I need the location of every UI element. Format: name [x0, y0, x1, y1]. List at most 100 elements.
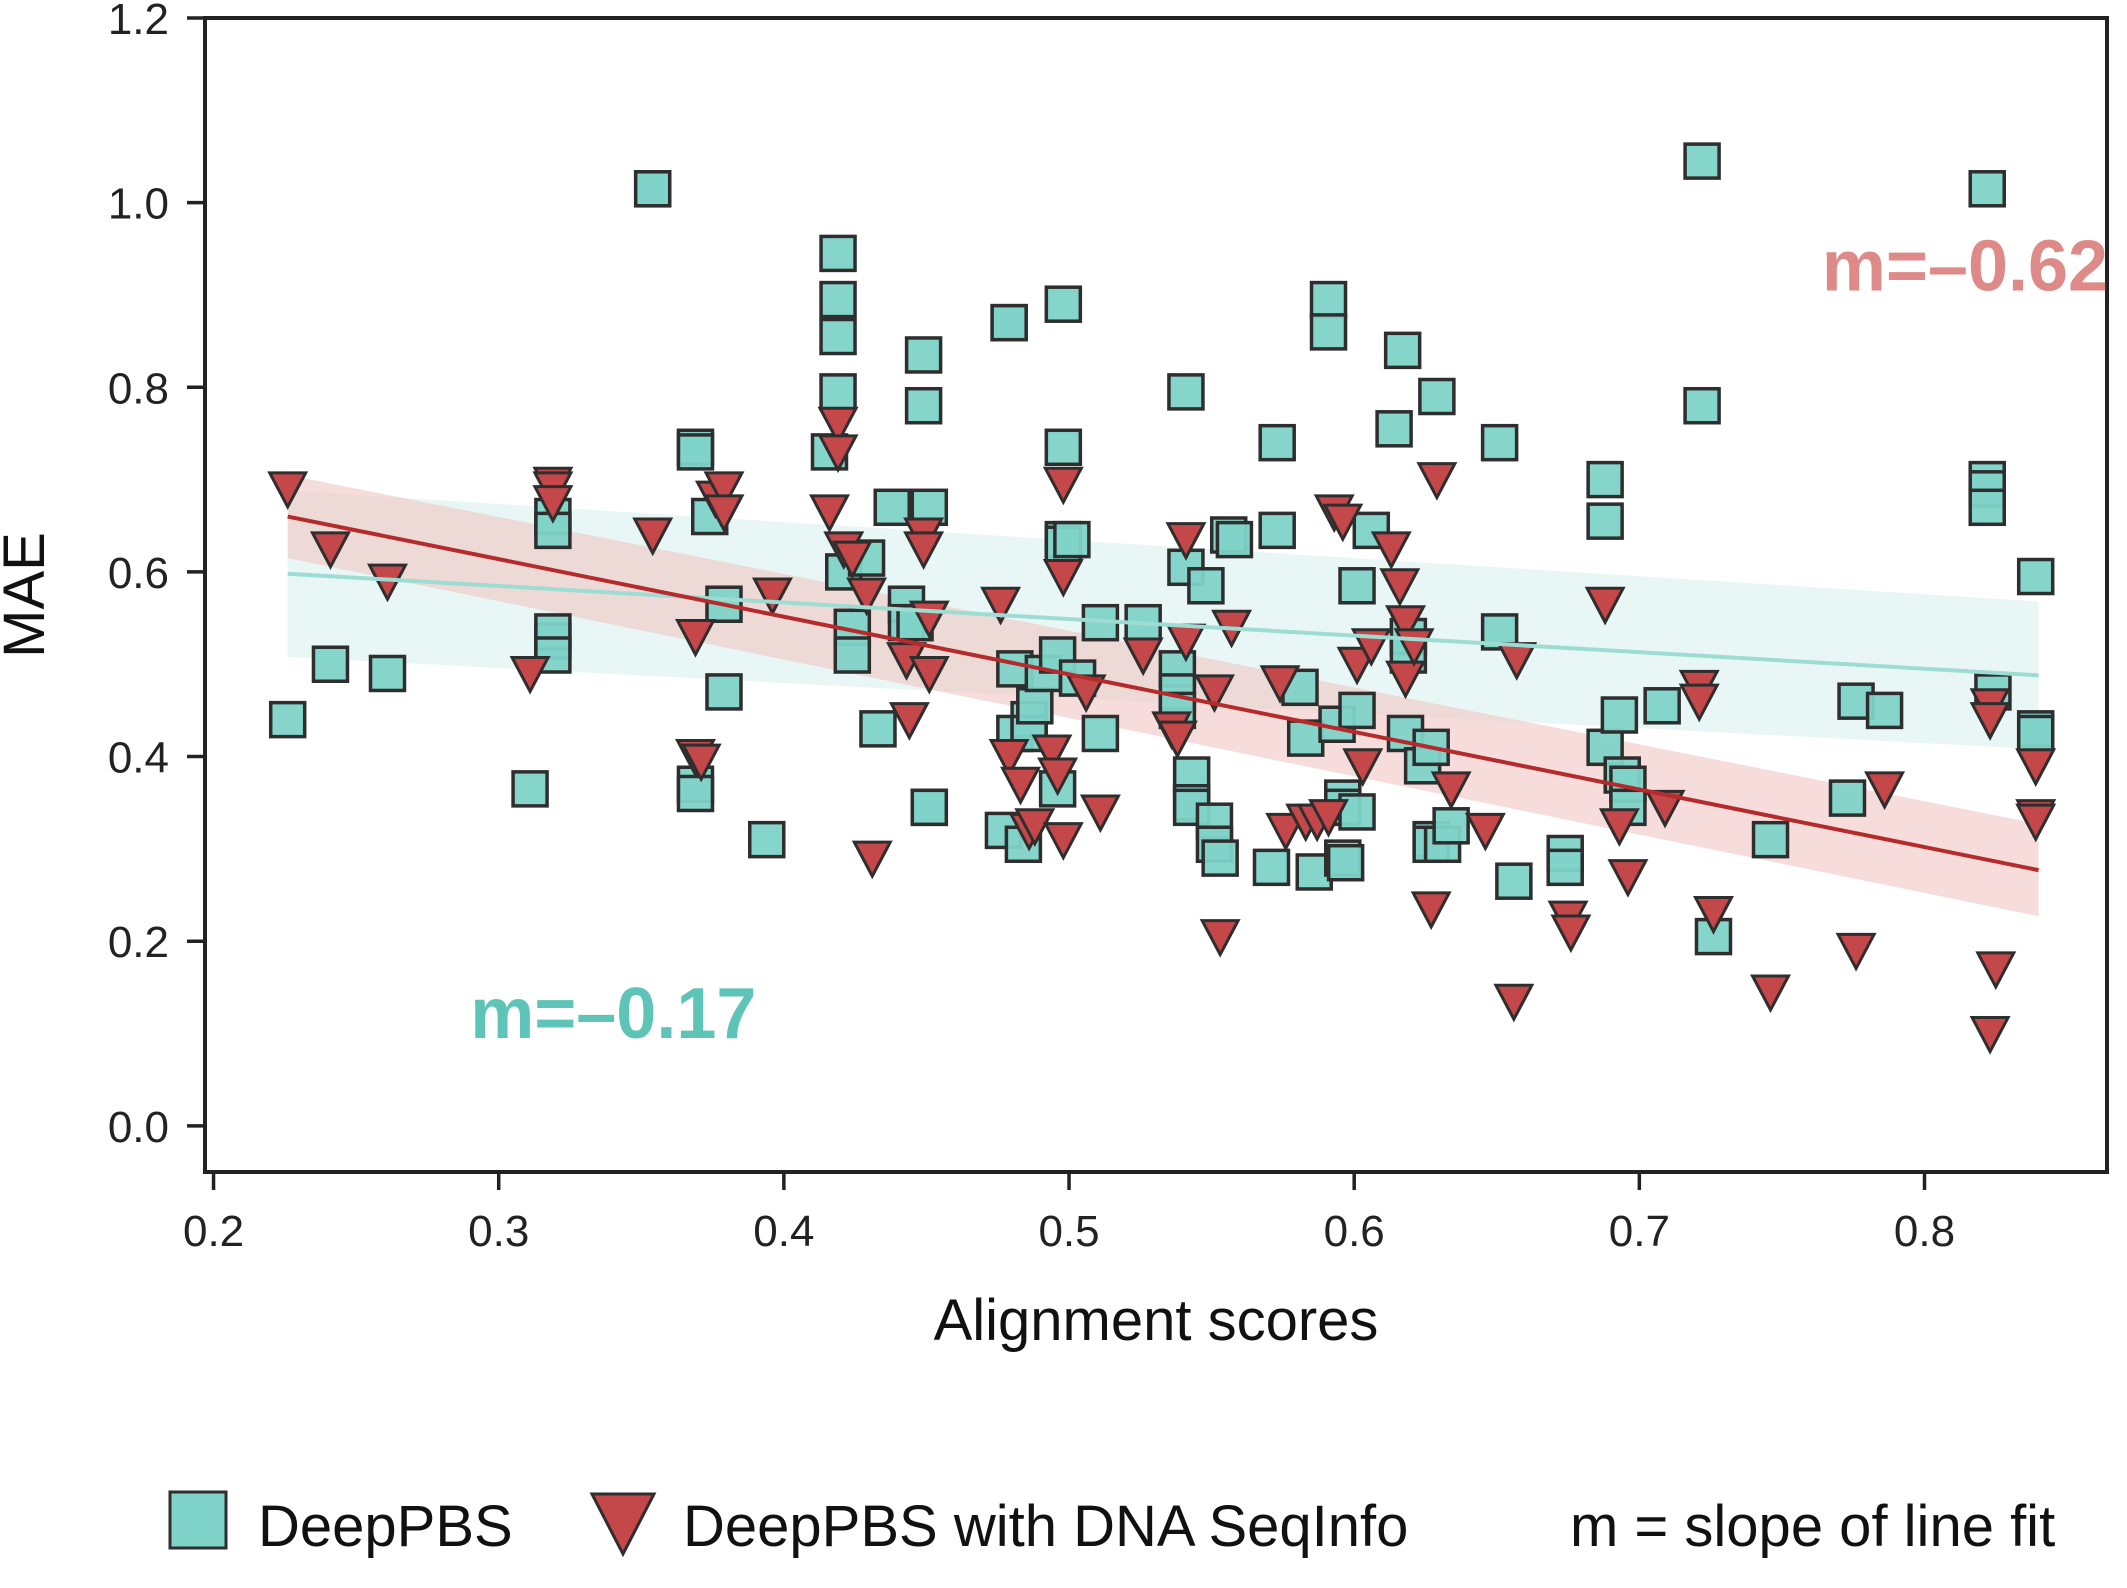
deeppbs-point [1480, 423, 1519, 462]
deeppbs-point [1383, 331, 1422, 370]
deeppbs-point [748, 820, 786, 859]
deeppbs-dna-seqinfo-point [1975, 951, 2017, 991]
slope-annotation: m=–0.17 [470, 974, 756, 1054]
deeppbs-point [1201, 839, 1239, 877]
deeppbs-dna-seqinfo-points [267, 406, 2057, 1055]
deeppbs-dna-seqinfo-point [1042, 466, 1084, 506]
deeppbs-point [1081, 714, 1120, 753]
deeppbs-point [1338, 691, 1376, 730]
deeppbs-dna-seqinfo-point [703, 471, 745, 511]
deeppbs-dna-seqinfo-point [1379, 568, 1421, 607]
deeppbs-point [1016, 687, 1054, 725]
deeppbs-point [904, 336, 943, 374]
deeppbs-dna-seqinfo-point [1607, 859, 1649, 898]
y-tick-label: 0.4 [108, 734, 169, 783]
deeppbs-dna-seqinfo-point [1692, 896, 1734, 935]
fit-band-deeppbs [287, 490, 2039, 750]
deeppbs-dna-seqinfo-point [1000, 766, 1042, 806]
deeppbs-point [676, 433, 715, 471]
deeppbs-point [1252, 848, 1291, 887]
deeppbs-dna-seqinfo-point [1342, 748, 1384, 787]
deeppbs-dna-seqinfo-point [1750, 974, 1792, 1014]
deeppbs-dna-seqinfo-point [1385, 605, 1427, 644]
deeppbs-dna-seqinfo-point [1864, 771, 1906, 811]
deeppbs-dna-seqinfo-point [1042, 822, 1084, 861]
deeppbs-dna-seqinfo-point [1598, 808, 1640, 848]
deeppbs-dna-seqinfo-point [1165, 522, 1207, 561]
deeppbs-dna-seqinfo-point [680, 743, 722, 783]
deeppbs-dna-seqinfo-point [1079, 794, 1121, 834]
legend-slope-note: m = slope of line fit [1570, 1494, 2055, 1559]
deeppbs-dna-seqinfo-point [1042, 559, 1084, 598]
deeppbs-point [904, 386, 943, 425]
x-tick-label: 0.8 [1894, 1207, 1955, 1256]
x-tick-label: 0.4 [753, 1207, 814, 1256]
deeppbs-dna-seqinfo-point [1430, 771, 1472, 811]
deeppbs-dna-seqinfo-point [1037, 757, 1079, 797]
deeppbs-point [1968, 170, 2006, 208]
deeppbs-dna-seqinfo-point [703, 494, 745, 534]
deeppbs-point [1683, 142, 1721, 180]
deeppbs-point [1215, 520, 1254, 559]
deeppbs-point [1600, 696, 1639, 734]
slope-annotations: m=–0.62 m=–0.17 [470, 226, 2108, 1054]
deeppbs-point [1828, 779, 1867, 817]
deeppbs-dna-seqinfo-point [1969, 702, 2011, 741]
deeppbs-dna-seqinfo-point [980, 586, 1022, 626]
deeppbs-dna-seqinfo-point [1464, 812, 1506, 852]
deeppbs-point [819, 317, 857, 356]
deeppbs-dna-seqinfo-point [632, 517, 674, 557]
deeppbs-dna-seqinfo-point [1199, 919, 1241, 958]
deeppbs-dna-seqinfo-point [267, 471, 309, 511]
deeppbs-point [1338, 567, 1376, 605]
fit-line-deeppbs-dna-seqinfo [287, 514, 2039, 873]
deeppbs-dna-seqinfo-point [1370, 531, 1412, 571]
deeppbs-point [1546, 848, 1584, 887]
y-axis-title: MAE [0, 532, 57, 658]
legend-deeppbs-dna-seqinfo-label: DeepPBS with DNA SeqInfo [683, 1494, 1408, 1559]
x-tick-label: 0.7 [1609, 1207, 1670, 1256]
deeppbs-dna-seqinfo-point [1550, 914, 1592, 954]
deeppbs-dna-seqinfo-point [1193, 674, 1235, 714]
x-tick-label: 0.6 [1324, 1207, 1385, 1256]
deeppbs-point [859, 710, 897, 748]
deeppbs-point [633, 170, 672, 208]
deeppbs-dna-seqinfo-point [846, 577, 888, 617]
deeppbs-point [1968, 488, 2006, 527]
deeppbs-dna-seqinfo-point [1156, 720, 1198, 760]
x-tick-label: 0.3 [468, 1207, 529, 1256]
deeppbs-point [1258, 511, 1296, 550]
deeppbs-dna-seqinfo-point [1031, 734, 1073, 774]
deeppbs-point [705, 673, 743, 711]
deeppbs-point [1586, 502, 1624, 540]
deeppbs-dna-seqinfo-point [1644, 789, 1686, 829]
deeppbs-dna-seqinfo-point [1265, 812, 1307, 852]
deeppbs-point [873, 488, 911, 527]
deeppbs-point [368, 654, 407, 693]
deeppbs-point [1167, 373, 1205, 411]
deeppbs-dna-seqinfo-point [851, 840, 893, 880]
deeppbs-point [1044, 285, 1083, 323]
deeppbs-dna-seqinfo-point [2015, 803, 2057, 843]
deeppbs-point [819, 280, 857, 319]
deeppbs-dna-seqinfo-point [903, 531, 945, 571]
deeppbs-point [1495, 862, 1533, 900]
legend-deeppbs-swatch [168, 1490, 228, 1550]
deeppbs-dna-seqinfo-point [817, 406, 859, 446]
deeppbs-dna-seqinfo-point [888, 702, 930, 741]
deeppbs-dna-seqinfo-point [1322, 503, 1364, 543]
deeppbs-dna-seqinfo-point [831, 540, 873, 580]
fit-lines [287, 514, 2039, 873]
y-tick-label: 0.2 [108, 918, 169, 967]
deeppbs-point [2016, 557, 2055, 596]
deeppbs-point [1432, 807, 1470, 845]
deeppbs-point [1586, 460, 1624, 499]
deeppbs-dna-seqinfo-point [908, 655, 950, 695]
deeppbs-point [511, 770, 549, 808]
deeppbs-dna-seqinfo-point [1385, 660, 1427, 700]
deeppbs-point [1683, 386, 1721, 425]
y-tick-label: 0.0 [108, 1103, 169, 1152]
y-axis: 0.0 0.2 0.4 0.6 0.8 1.0 1.2 [108, 0, 205, 1152]
x-tick-label: 0.5 [1038, 1207, 1099, 1256]
deeppbs-dna-seqinfo-point [1014, 808, 1056, 848]
